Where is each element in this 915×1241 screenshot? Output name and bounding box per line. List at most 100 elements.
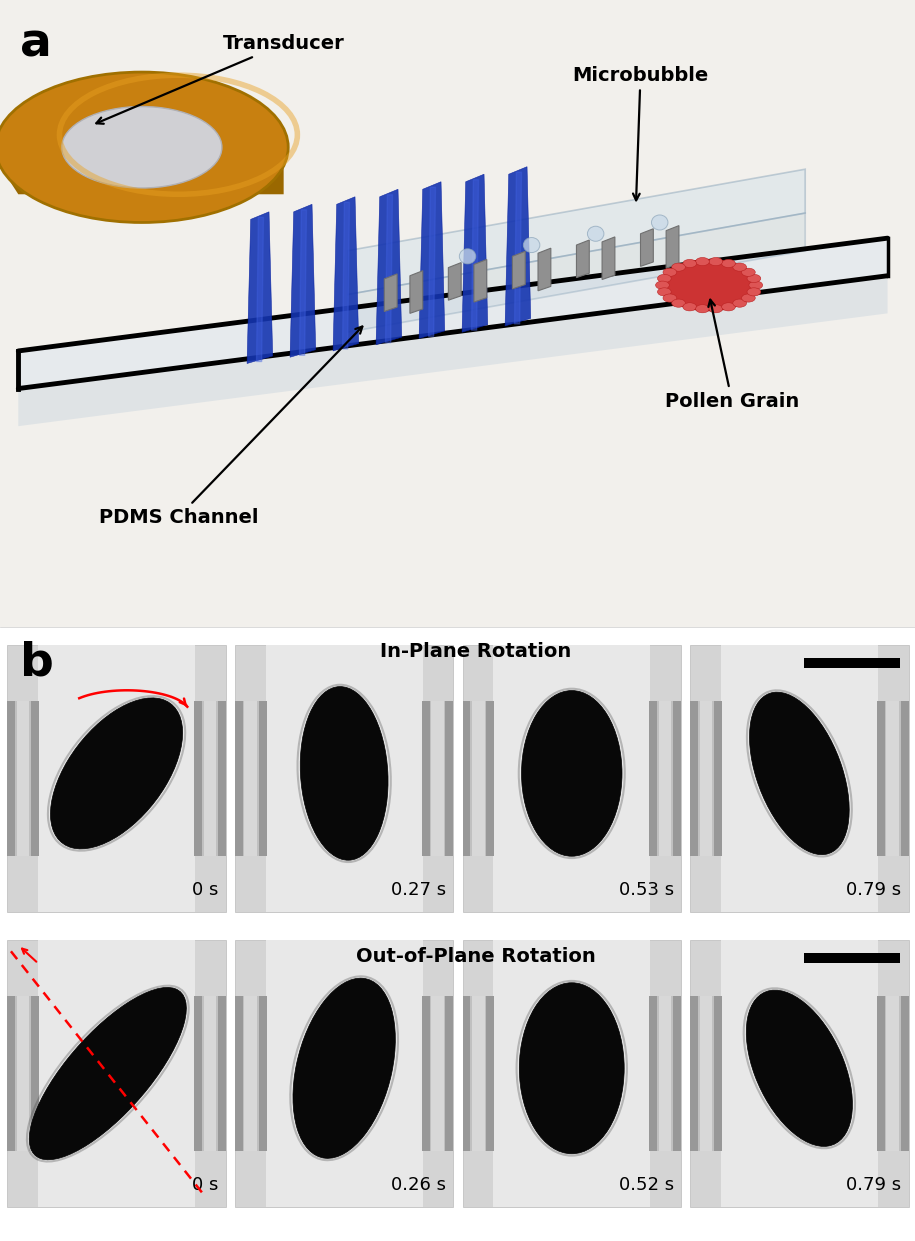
Ellipse shape <box>522 690 622 856</box>
Ellipse shape <box>520 983 624 1154</box>
Ellipse shape <box>658 274 672 283</box>
Bar <box>7 997 16 1152</box>
Bar <box>493 645 651 912</box>
Bar <box>690 701 722 856</box>
Bar <box>900 997 909 1152</box>
Bar <box>690 997 698 1152</box>
Bar <box>235 701 266 856</box>
Bar <box>673 997 681 1152</box>
Bar <box>235 997 242 1152</box>
Bar <box>673 701 681 856</box>
Ellipse shape <box>523 237 540 253</box>
Bar <box>265 939 423 1207</box>
Bar <box>887 701 899 856</box>
Text: 0.27 s: 0.27 s <box>391 881 446 898</box>
Ellipse shape <box>651 215 668 230</box>
Text: Transducer: Transducer <box>96 35 345 124</box>
Bar <box>462 997 494 1152</box>
Bar <box>235 701 242 856</box>
Bar <box>493 939 651 1207</box>
Polygon shape <box>576 240 589 278</box>
Ellipse shape <box>293 978 395 1158</box>
Bar <box>659 997 672 1152</box>
Ellipse shape <box>695 304 709 313</box>
Polygon shape <box>538 248 551 290</box>
Bar <box>877 997 909 1152</box>
Bar <box>462 701 494 856</box>
Bar <box>422 701 430 856</box>
Ellipse shape <box>683 303 696 311</box>
Bar <box>194 701 202 856</box>
Polygon shape <box>384 274 397 311</box>
Bar <box>244 997 257 1152</box>
Ellipse shape <box>695 257 709 266</box>
Ellipse shape <box>29 988 187 1160</box>
Bar <box>803 953 899 963</box>
Ellipse shape <box>300 686 388 860</box>
Ellipse shape <box>741 268 755 277</box>
Bar <box>690 645 909 912</box>
Bar <box>462 701 470 856</box>
Ellipse shape <box>672 299 685 308</box>
Ellipse shape <box>733 263 747 272</box>
Bar <box>462 645 681 912</box>
Ellipse shape <box>50 697 183 849</box>
Text: 0.53 s: 0.53 s <box>619 881 673 898</box>
Polygon shape <box>333 197 359 351</box>
Bar <box>877 701 885 856</box>
Bar <box>7 645 226 912</box>
Polygon shape <box>640 228 653 267</box>
Polygon shape <box>348 213 805 333</box>
Bar <box>204 997 216 1152</box>
Polygon shape <box>247 212 273 364</box>
Text: 0.79 s: 0.79 s <box>846 1175 901 1194</box>
Text: 0.52 s: 0.52 s <box>619 1175 673 1194</box>
Bar <box>650 997 681 1152</box>
Bar <box>31 701 39 856</box>
Bar <box>7 701 39 856</box>
Polygon shape <box>602 237 615 279</box>
Bar <box>7 701 16 856</box>
Bar <box>218 701 226 856</box>
Bar <box>16 701 29 856</box>
Bar <box>446 997 453 1152</box>
Ellipse shape <box>655 280 669 289</box>
Text: b: b <box>20 640 54 685</box>
Bar <box>486 701 494 856</box>
Bar <box>38 645 195 912</box>
Text: 0.79 s: 0.79 s <box>846 881 901 898</box>
Bar <box>16 997 29 1152</box>
Bar <box>194 997 202 1152</box>
Bar <box>259 997 266 1152</box>
Text: PDMS Channel: PDMS Channel <box>99 326 362 526</box>
Bar <box>259 701 266 856</box>
Text: 0 s: 0 s <box>192 1175 219 1194</box>
Ellipse shape <box>672 263 685 272</box>
Ellipse shape <box>663 294 677 302</box>
Polygon shape <box>474 259 487 302</box>
Polygon shape <box>462 174 488 333</box>
Text: a: a <box>20 22 52 67</box>
Polygon shape <box>512 252 525 289</box>
Bar <box>7 939 226 1207</box>
Ellipse shape <box>747 274 760 283</box>
Bar <box>650 701 681 856</box>
Bar <box>38 939 195 1207</box>
Polygon shape <box>419 181 445 339</box>
Ellipse shape <box>749 280 763 289</box>
Ellipse shape <box>747 990 853 1147</box>
Text: In-Plane Rotation: In-Plane Rotation <box>380 642 572 661</box>
Bar <box>877 997 885 1152</box>
Bar <box>714 701 722 856</box>
Bar <box>204 701 216 856</box>
Bar <box>803 658 899 669</box>
Bar <box>887 997 899 1152</box>
Ellipse shape <box>709 304 723 313</box>
Text: Pollen Grain: Pollen Grain <box>665 299 799 411</box>
Polygon shape <box>448 263 461 300</box>
Polygon shape <box>18 276 888 426</box>
Bar <box>721 939 878 1207</box>
Bar <box>446 701 453 856</box>
Polygon shape <box>348 169 805 294</box>
Ellipse shape <box>683 259 696 268</box>
